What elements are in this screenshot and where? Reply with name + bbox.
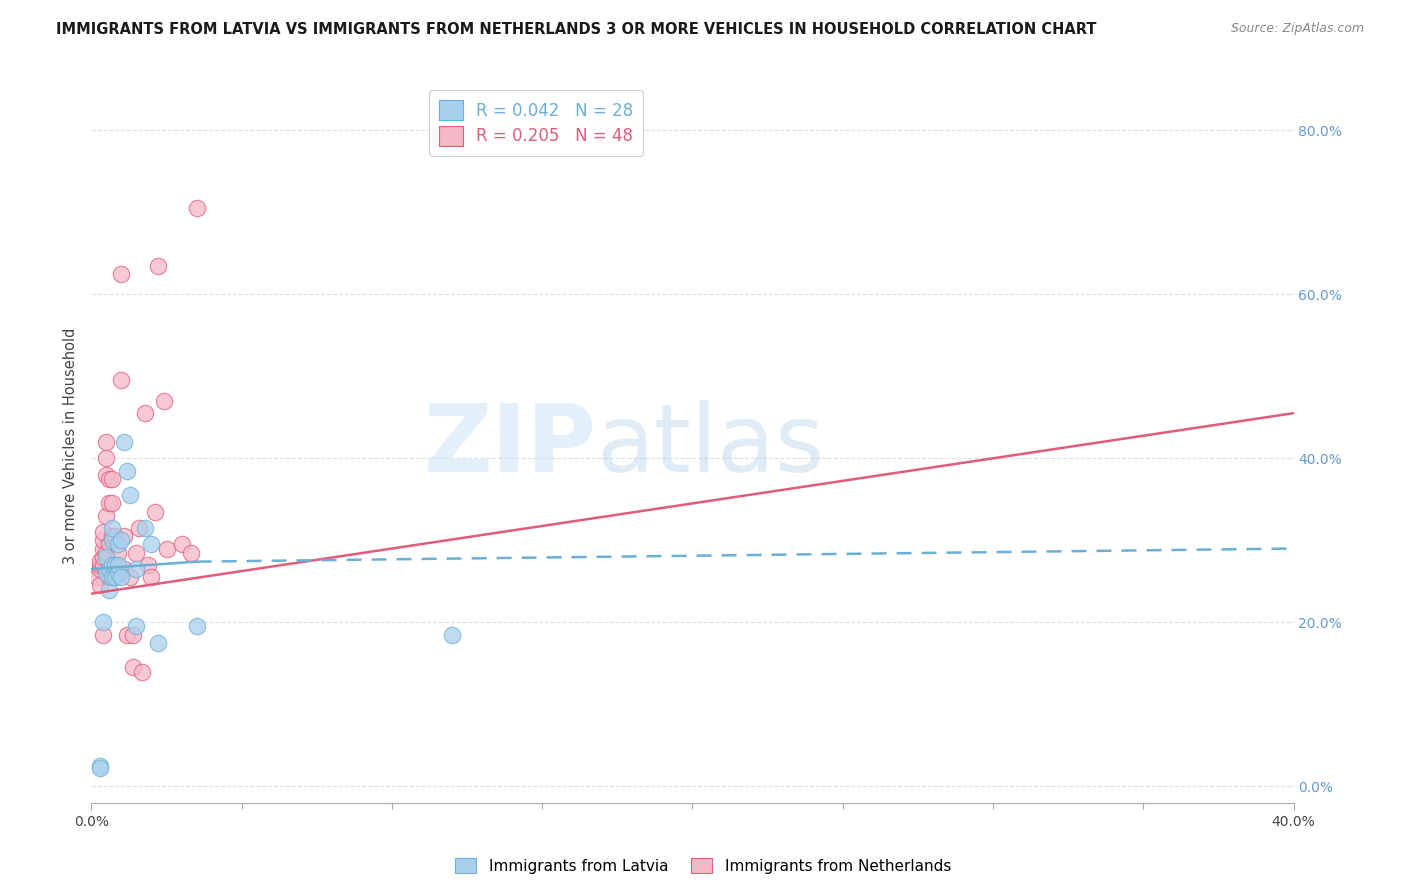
Point (101, 472, 124, 486)
Text: Source: ZipAtlas.com: Source: ZipAtlas.com (1230, 22, 1364, 36)
Point (96, 566, 118, 581)
Point (101, 533, 124, 548)
Point (128, 521, 150, 535)
Point (89, 558, 111, 572)
Point (98, 496, 121, 510)
Point (131, 665, 153, 679)
Point (143, 505, 166, 519)
Point (117, 464, 139, 478)
Point (186, 201, 208, 215)
Point (141, 537, 163, 551)
Text: ZIP: ZIP (423, 400, 596, 492)
Point (110, 373, 132, 387)
Point (93, 558, 115, 572)
Point (96, 546, 118, 560)
Point (107, 558, 129, 572)
Point (114, 434, 136, 449)
Point (98, 472, 121, 486)
Point (125, 562, 148, 576)
Y-axis label: 3 or more Vehicles in Household: 3 or more Vehicles in Household (62, 328, 77, 564)
Point (138, 558, 160, 572)
Point (93, 549, 115, 564)
Point (122, 660, 145, 674)
Point (180, 546, 202, 560)
Point (96, 549, 118, 564)
Point (101, 521, 124, 535)
Point (141, 570, 163, 584)
Point (152, 393, 174, 408)
Point (86, 570, 108, 584)
Point (101, 558, 124, 572)
Point (93, 533, 115, 548)
Point (107, 566, 129, 581)
Point (98, 562, 121, 576)
Point (89, 554, 111, 568)
Point (104, 562, 127, 576)
Point (98, 570, 121, 584)
Point (98, 582, 121, 597)
Point (93, 627, 115, 641)
Point (89, 578, 111, 592)
Point (101, 570, 124, 584)
Point (170, 537, 193, 551)
Point (440, 627, 463, 641)
Point (114, 562, 136, 576)
Point (134, 406, 156, 420)
Point (93, 541, 115, 556)
Point (104, 570, 127, 584)
Point (134, 521, 156, 535)
Point (146, 636, 169, 650)
Point (117, 627, 139, 641)
Point (89, 759, 111, 773)
Point (104, 529, 127, 543)
Text: IMMIGRANTS FROM LATVIA VS IMMIGRANTS FROM NETHERLANDS 3 OR MORE VEHICLES IN HOUS: IMMIGRANTS FROM LATVIA VS IMMIGRANTS FRO… (56, 22, 1097, 37)
Point (101, 570, 124, 584)
Point (89, 761, 111, 775)
Point (101, 496, 124, 510)
Point (101, 529, 124, 543)
Point (120, 488, 142, 502)
Point (107, 537, 129, 551)
Point (186, 619, 208, 633)
Point (110, 533, 132, 548)
Point (146, 259, 169, 273)
Point (96, 434, 118, 449)
Point (104, 558, 127, 572)
Point (155, 541, 177, 556)
Point (93, 525, 115, 540)
Legend: R = 0.042   N = 28, R = 0.205   N = 48: R = 0.042 N = 28, R = 0.205 N = 48 (429, 90, 643, 155)
Point (122, 627, 145, 641)
Point (110, 267, 132, 281)
Point (93, 615, 115, 630)
Point (114, 529, 136, 543)
Point (120, 570, 142, 584)
Legend: Immigrants from Latvia, Immigrants from Netherlands: Immigrants from Latvia, Immigrants from … (449, 852, 957, 880)
Point (107, 546, 129, 560)
Text: atlas: atlas (596, 400, 824, 492)
Point (125, 619, 148, 633)
Point (96, 451, 118, 466)
Point (125, 546, 148, 560)
Point (96, 467, 118, 482)
Point (98, 537, 121, 551)
Point (110, 570, 132, 584)
Point (89, 562, 111, 576)
Point (96, 508, 118, 523)
